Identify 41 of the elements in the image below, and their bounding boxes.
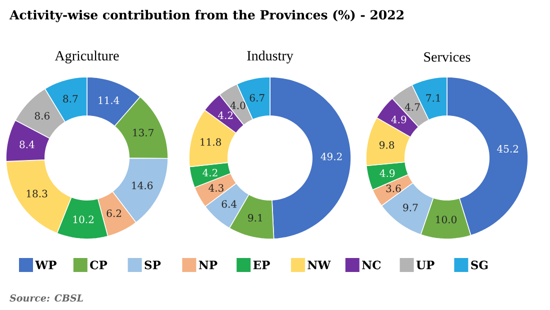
legend-label: EP [253, 260, 270, 270]
data-label: 9.8 [380, 141, 394, 149]
data-label: 6.2 [106, 209, 122, 218]
data-label: 4.2 [218, 112, 233, 120]
legend-label: WP [35, 260, 56, 270]
data-label: 7.1 [426, 94, 440, 102]
legend-label: UP [416, 260, 434, 270]
data-label: 9.1 [248, 214, 262, 222]
legend-label: SG [471, 260, 488, 270]
data-label: 4.7 [404, 103, 420, 111]
legend-label: CP [90, 260, 108, 270]
data-label: 11.4 [98, 96, 120, 104]
data-label: 9.7 [403, 204, 418, 212]
data-label: 10.2 [73, 216, 94, 224]
data-label: 6.4 [222, 200, 237, 208]
data-label: 4.0 [230, 102, 246, 110]
legend-label: NP [198, 260, 218, 270]
data-label: 10.0 [436, 216, 457, 224]
data-label: 4.3 [208, 184, 224, 192]
chart-title: Activity-wise contribution from the Provinces (%) - 2022 [9, 10, 404, 22]
data-label: 14.6 [132, 182, 153, 190]
legend-label: NW [308, 260, 331, 270]
data-label: 49.2 [320, 152, 342, 160]
data-label: 18.3 [26, 190, 48, 198]
data-label: 8.7 [63, 94, 78, 102]
data-label: 13.7 [133, 128, 154, 136]
data-label: 45.2 [497, 145, 518, 153]
chart-subtitle: Industry [247, 50, 294, 64]
source-note: Source: CBSL [10, 294, 83, 302]
data-label: 8.6 [34, 112, 50, 120]
data-label: 4.9 [391, 116, 406, 124]
data-label: 4.2 [202, 168, 218, 176]
data-label: 3.6 [386, 184, 401, 192]
data-label: 11.8 [200, 138, 222, 146]
data-label: 6.7 [250, 94, 264, 102]
chart-subtitle: Agriculture [54, 50, 119, 64]
legend-label: SP [144, 260, 161, 270]
data-label: 4.9 [380, 169, 395, 177]
legend-label: NC [362, 260, 381, 270]
data-label: 8.4 [20, 140, 34, 148]
chart-subtitle: Services [424, 52, 470, 62]
